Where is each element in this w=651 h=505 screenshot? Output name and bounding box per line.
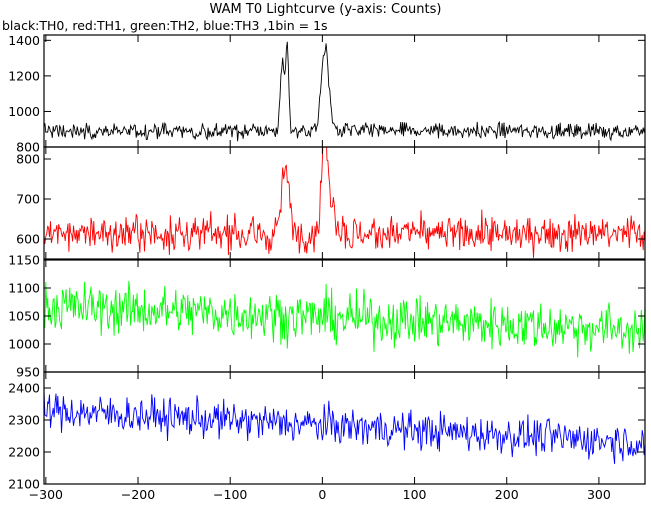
panel-frame-th1 xyxy=(43,146,646,260)
y-tick-label: 1400 xyxy=(8,33,40,48)
series-line-th2 xyxy=(44,281,645,358)
y-tick-label: 1000 xyxy=(8,104,40,119)
x-tick-label: 200 xyxy=(495,487,519,502)
x-tick-label: 0 xyxy=(318,487,326,502)
x-tick-label: −100 xyxy=(213,487,247,502)
chart-title: WAM T0 Lightcurve (y-axis: Counts) xyxy=(209,2,442,17)
y-tick-label: 2400 xyxy=(8,381,40,396)
series-line-th3 xyxy=(44,390,645,464)
x-tick-label: 100 xyxy=(403,487,427,502)
y-tick-label: 2300 xyxy=(8,413,40,428)
y-tick-label: 700 xyxy=(16,192,40,207)
y-tick-label: 600 xyxy=(16,232,40,247)
y-tick-label: 1100 xyxy=(8,281,40,296)
x-tick-label: −300 xyxy=(29,487,63,502)
y-tick-label: 1200 xyxy=(8,68,40,83)
y-tick-label: 800 xyxy=(16,152,40,167)
chart-subtitle: black:TH0, red:TH1, green:TH2, blue:TH3 … xyxy=(2,18,328,33)
x-tick-label: −200 xyxy=(121,487,155,502)
y-tick-label: 800 xyxy=(16,140,40,155)
panel-frame-th3 xyxy=(43,371,646,485)
y-tick-label: 1000 xyxy=(8,337,40,352)
y-tick-label: 1150 xyxy=(8,253,40,268)
x-tick-label: 300 xyxy=(587,487,611,502)
y-tick-label: 2200 xyxy=(8,445,40,460)
y-tick-label: 1050 xyxy=(8,309,40,324)
y-tick-label: 2100 xyxy=(8,477,40,492)
series-line-th0 xyxy=(44,41,645,142)
y-tick-label: 950 xyxy=(16,365,40,380)
series-line-th1 xyxy=(44,147,645,258)
